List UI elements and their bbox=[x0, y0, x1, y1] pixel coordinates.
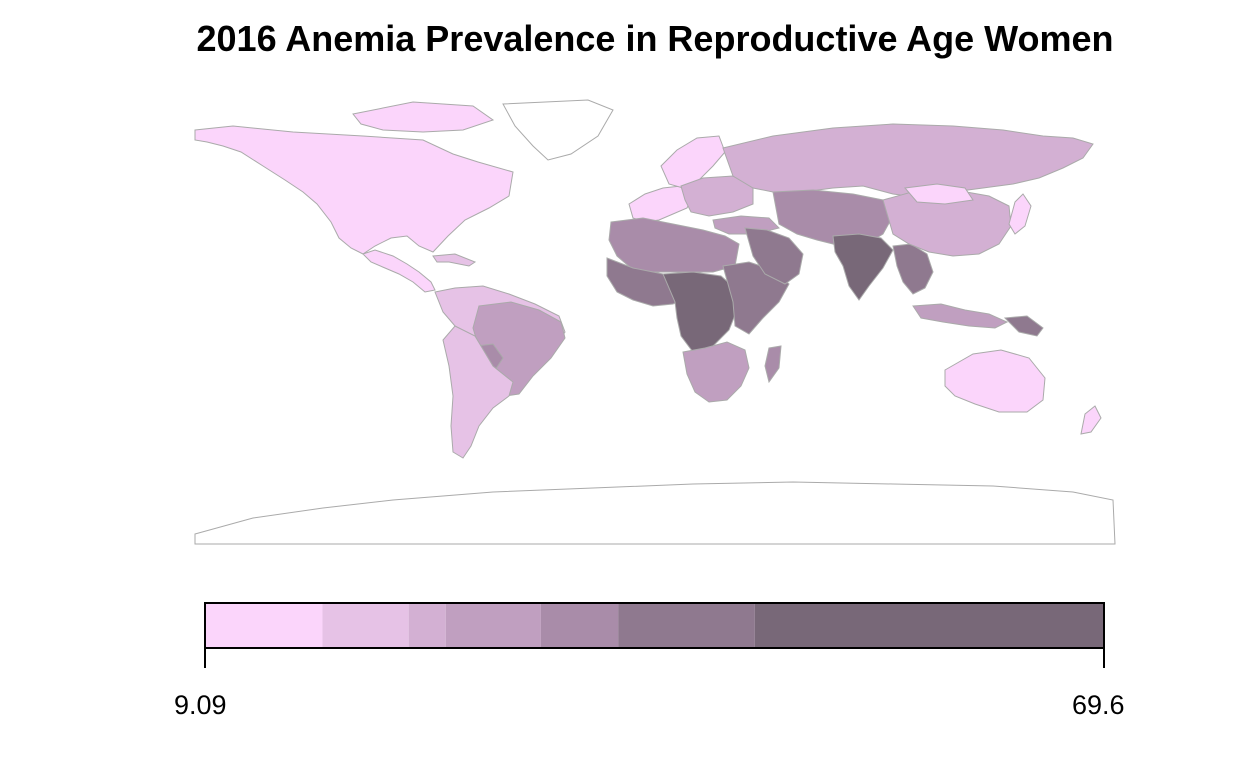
region-caribbean bbox=[432, 253, 477, 267]
region-australia bbox=[944, 349, 1046, 413]
legend-bins bbox=[205, 603, 1104, 648]
region-papua bbox=[1003, 315, 1044, 337]
region-north-america bbox=[194, 125, 514, 255]
legend-bin bbox=[322, 603, 409, 648]
legend-bin bbox=[754, 603, 1104, 648]
chart-title: 2016 Anemia Prevalence in Reproductive A… bbox=[196, 18, 1114, 59]
region-mongolia bbox=[904, 183, 974, 205]
region-indonesia bbox=[912, 303, 1009, 329]
region-arabia bbox=[744, 227, 804, 285]
region-india bbox=[832, 233, 894, 301]
region-eastern-europe bbox=[680, 175, 754, 217]
region-madagascar bbox=[764, 345, 782, 384]
region-arctic-islands bbox=[352, 101, 495, 133]
legend-min-label: 9.09 bbox=[174, 690, 227, 720]
legend-bin bbox=[445, 603, 541, 648]
legend-bin bbox=[408, 603, 446, 648]
region-scandinavia bbox=[660, 135, 726, 189]
region-greenland bbox=[502, 99, 614, 161]
region-new-zealand bbox=[1080, 405, 1102, 435]
region-antarctica bbox=[194, 481, 1116, 545]
region-japan bbox=[1008, 193, 1032, 235]
legend-bin bbox=[540, 603, 619, 648]
legend-frame bbox=[204, 602, 1105, 649]
region-central-africa bbox=[662, 271, 738, 353]
world-choropleth-map bbox=[194, 99, 1116, 545]
legend-bin bbox=[618, 603, 755, 648]
countries-layer bbox=[194, 99, 1116, 545]
region-southern-africa bbox=[682, 341, 750, 403]
region-central-america bbox=[362, 249, 436, 293]
region-west-africa bbox=[606, 257, 690, 307]
region-south-america-south bbox=[442, 325, 514, 459]
legend-bin bbox=[205, 603, 323, 648]
legend-max-label: 69.6 bbox=[1072, 690, 1125, 720]
